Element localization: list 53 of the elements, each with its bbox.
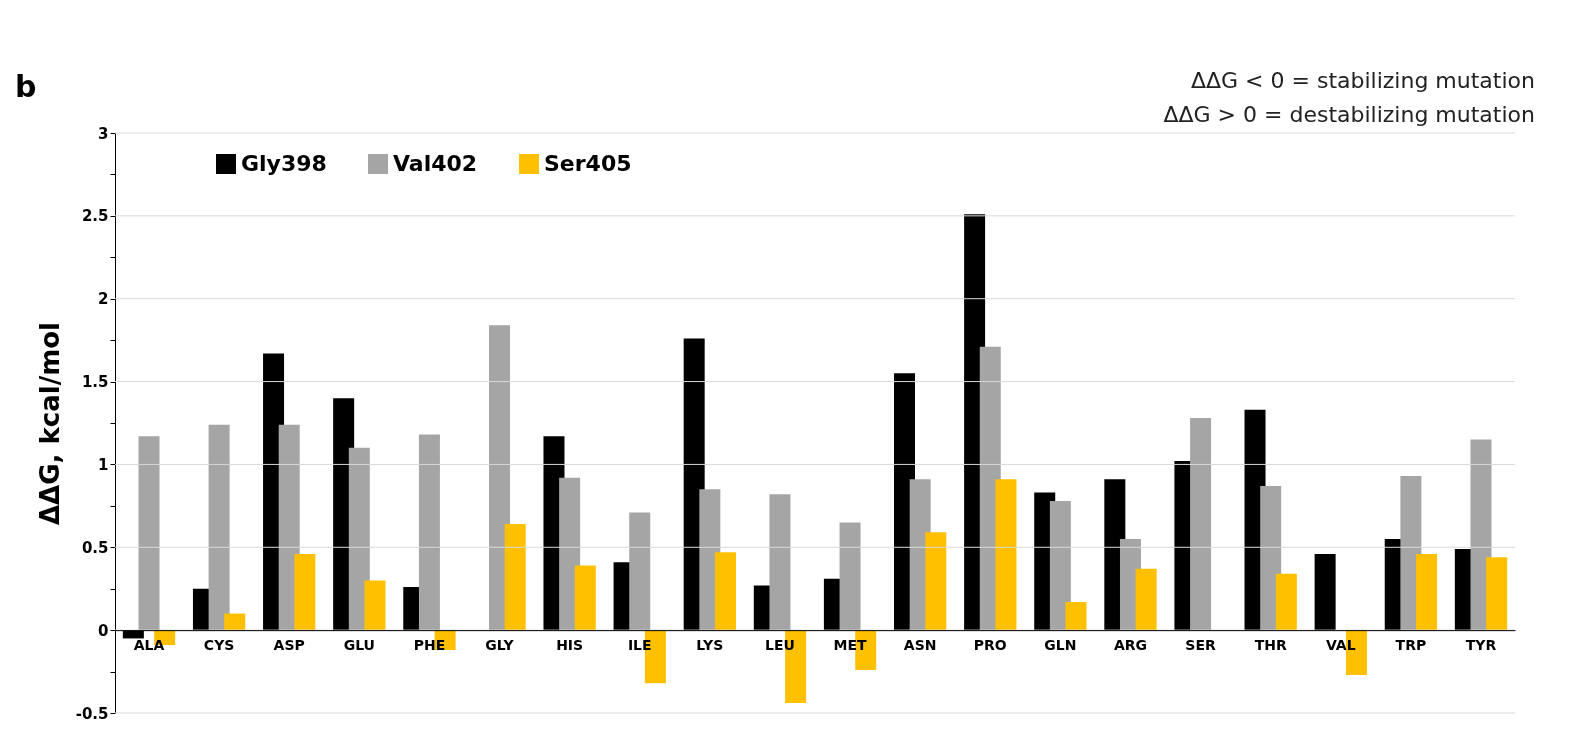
x-tick-label: SER [1185, 636, 1217, 653]
y-tick-label: 0 [98, 621, 109, 640]
x-tick-label: LYS [696, 636, 724, 653]
bar [769, 494, 791, 631]
bar [574, 565, 596, 631]
y-tick-label: 1.5 [81, 373, 109, 392]
y-tick-label: 2.5 [81, 207, 109, 226]
bar [294, 553, 316, 631]
x-tick-label: ASN [903, 636, 937, 653]
bar [504, 524, 526, 631]
bar [1049, 500, 1071, 631]
x-tick-label: GLU [343, 636, 375, 653]
bar [364, 580, 386, 631]
text: b [15, 69, 37, 104]
x-tick-label: TYR [1465, 636, 1497, 653]
bar [348, 447, 370, 631]
bar [489, 325, 511, 631]
bar [1065, 601, 1087, 631]
bar [208, 424, 230, 631]
bar [1275, 573, 1297, 631]
bar [1190, 418, 1212, 631]
x-tick-label: TRP [1395, 636, 1427, 653]
y-tick-label: 1 [98, 455, 109, 474]
bar [138, 436, 160, 631]
y-tick-label: 3 [98, 124, 109, 143]
y-tick-label: 2 [98, 290, 109, 309]
bar [839, 522, 861, 631]
x-tick-label: CYS [203, 636, 235, 653]
bar [925, 532, 947, 631]
bar [418, 434, 440, 631]
y-axis-title: ΔΔG, kcal/mol [34, 321, 65, 526]
bar [629, 512, 651, 631]
y-tick-label: 0.5 [81, 538, 109, 557]
bar [1486, 557, 1508, 631]
x-tick-label: HIS [556, 636, 584, 653]
bar [224, 613, 246, 631]
x-tick-label: ASP [273, 636, 305, 653]
text: ΔΔG > 0 = destabilizing mutation [1163, 102, 1535, 127]
x-tick-label: ARG [1113, 636, 1148, 653]
y-tick-label: -0.5 [75, 704, 109, 723]
x-tick-label: THR [1254, 636, 1287, 653]
legend-label: Val402 [393, 151, 478, 176]
bar [1416, 553, 1438, 631]
bar [715, 552, 736, 631]
bar [1135, 568, 1157, 631]
legend-label: Ser405 [544, 151, 632, 176]
text: ΔΔG < 0 = stabilizing mutation [1190, 68, 1535, 93]
x-tick-label: PRO [973, 636, 1007, 653]
bar [995, 479, 1017, 631]
x-tick-label: GLN [1044, 636, 1077, 653]
legend-label: Gly398 [241, 151, 327, 176]
x-tick-label: GLY [485, 636, 515, 653]
x-tick-label: ALA [133, 636, 165, 653]
